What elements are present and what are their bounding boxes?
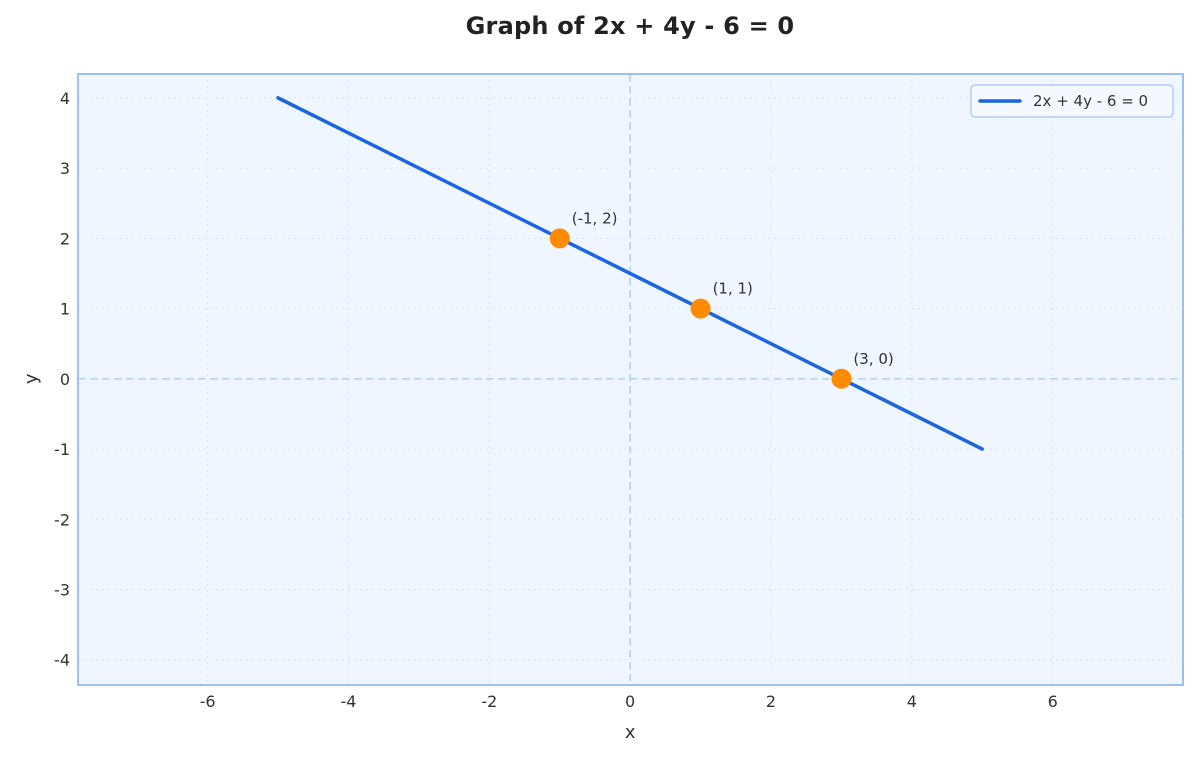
x-axis-ticks: -6 -4 -2 0 2 4 6 (200, 692, 1058, 711)
x-tick-label: 2 (766, 692, 776, 711)
x-tick-label: -6 (200, 692, 216, 711)
legend-label: 2x + 4y - 6 = 0 (1033, 92, 1148, 110)
y-axis-ticks: -4 -3 -2 -1 0 1 2 3 4 (54, 89, 70, 670)
x-tick-label: -4 (340, 692, 356, 711)
equation-line (276, 96, 985, 451)
y-tick-label: 0 (60, 370, 70, 389)
x-axis-label: x (625, 722, 636, 743)
legend-box (970, 84, 1174, 118)
data-point-label: (3, 0) (853, 350, 893, 368)
legend: 2x + 4y - 6 = 0 (970, 84, 1174, 118)
y-tick-label: -3 (54, 580, 70, 599)
y-tick-label: -1 (54, 440, 70, 459)
line-series (276, 96, 985, 451)
data-point-marker (549, 228, 570, 249)
chart-title: Graph of 2x + 4y - 6 = 0 (465, 12, 795, 40)
plot-border (77, 73, 1184, 686)
y-tick-label: -2 (54, 510, 70, 529)
highlighted-points: (-1, 2) (1, 1) (3, 0) (549, 209, 894, 389)
y-tick-label: -4 (54, 651, 70, 670)
x-tick-label: 4 (907, 692, 917, 711)
data-point-label: (-1, 2) (572, 209, 618, 227)
x-tick-label: 0 (625, 692, 635, 711)
y-axis-label: y (21, 373, 42, 384)
y-tick-label: 1 (60, 300, 70, 319)
y-tick-label: 4 (60, 89, 70, 108)
x-tick-label: 6 (1048, 692, 1058, 711)
data-point-marker (690, 298, 711, 319)
axis-reference-lines (78, 74, 1183, 685)
y-tick-label: 3 (60, 159, 70, 178)
y-tick-label: 2 (60, 229, 70, 248)
x-tick-label: -2 (481, 692, 497, 711)
data-point-marker (831, 368, 852, 389)
data-point-label: (1, 1) (713, 280, 753, 298)
